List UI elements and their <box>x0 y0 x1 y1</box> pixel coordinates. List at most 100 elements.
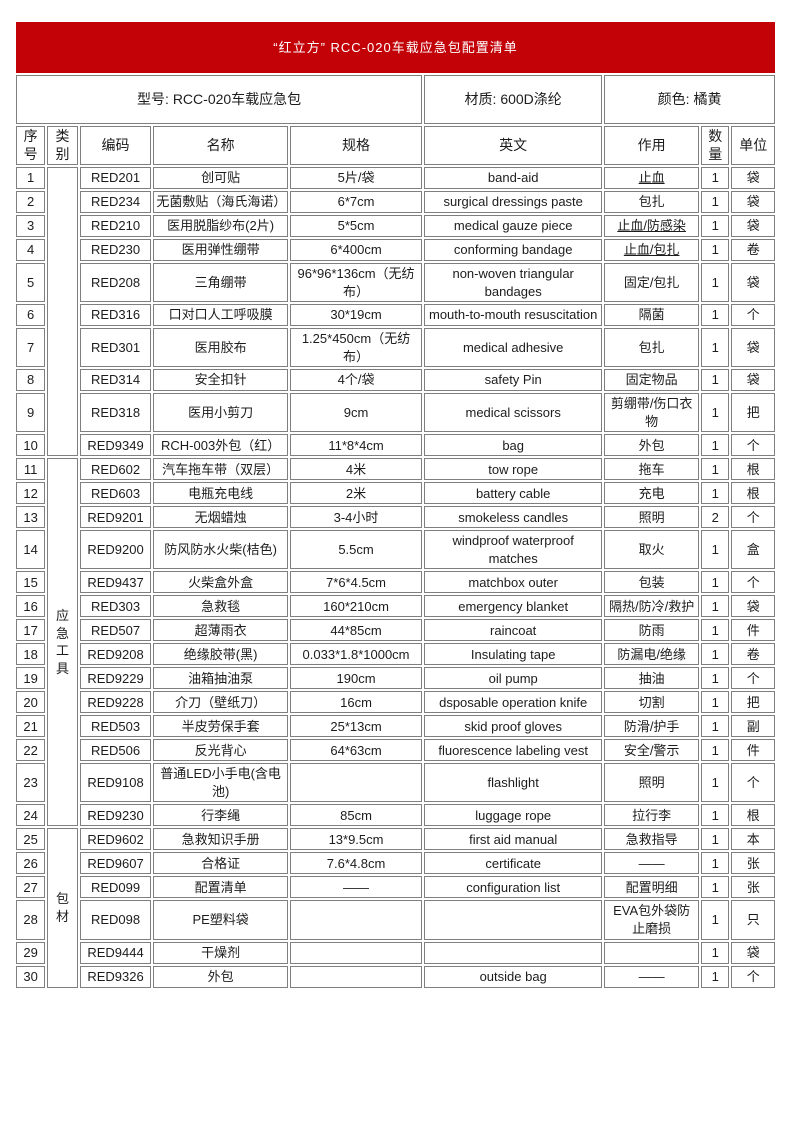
table-row: 16 RED303 急救毯 160*210cm emergency blanket 隔热/… <box>16 595 775 618</box>
spec-cell: 4米 <box>289 458 423 481</box>
unit-cell: 把 <box>731 691 775 714</box>
config-table: “红立方” RCC-020车载应急包配置清单 型号: RCC-020车载应急包 … <box>14 20 777 990</box>
function-cell: 止血 <box>604 167 700 189</box>
english-cell: certificate <box>424 852 603 875</box>
name-cell: 反光背心 <box>153 739 288 762</box>
function-cell: 充电 <box>604 482 700 505</box>
row-index-cell: 2 <box>16 191 46 213</box>
quantity-cell: 1 <box>701 328 730 368</box>
code-cell: RED9208 <box>79 643 152 666</box>
spec-cell: 3-4小时 <box>289 506 423 529</box>
table-row: 19 RED9229 油箱抽油泵 190cm oil pump 抽油 1 个 <box>16 667 775 690</box>
code-cell: RED303 <box>79 595 152 618</box>
quantity-cell: 1 <box>701 239 730 261</box>
spec-cell: 16cm <box>289 691 423 714</box>
english-cell: medical adhesive <box>424 328 603 368</box>
english-cell: raincoat <box>424 619 603 642</box>
category-cell <box>47 167 78 457</box>
english-cell: medical gauze piece <box>424 215 603 237</box>
name-cell: 干燥剂 <box>153 941 288 964</box>
col-header-spec: 规格 <box>289 126 423 165</box>
row-index-cell: 22 <box>16 739 46 762</box>
code-cell: RED602 <box>79 458 152 481</box>
name-cell: 医用脱脂纱布(2片) <box>153 215 288 237</box>
code-cell: RED9607 <box>79 852 152 875</box>
spec-cell: 85cm <box>289 804 423 827</box>
name-cell: 无烟蜡烛 <box>153 506 288 529</box>
quantity-cell: 1 <box>701 304 730 327</box>
unit-cell: 卷 <box>731 239 775 261</box>
table-row: 9 RED318 医用小剪刀 9cm medical scissors 剪绷带/伤口衣物 1… <box>16 393 775 433</box>
function-cell: 外包 <box>604 434 700 457</box>
row-index-cell: 16 <box>16 595 46 618</box>
function-cell: 抽油 <box>604 667 700 690</box>
name-cell: 安全扣针 <box>153 369 288 392</box>
quantity-cell: 1 <box>701 215 730 237</box>
name-cell: 汽车拖车带（双层） <box>153 458 288 481</box>
english-cell: skid proof gloves <box>424 715 603 738</box>
english-cell: oil pump <box>424 667 603 690</box>
row-index-cell: 13 <box>16 506 46 529</box>
spec-cell <box>289 941 423 964</box>
unit-cell: 袋 <box>731 369 775 392</box>
english-cell: luggage rope <box>424 804 603 827</box>
english-cell: battery cable <box>424 482 603 505</box>
name-cell: 无菌敷贴（海氏海诺） <box>153 191 288 213</box>
unit-cell: 卷 <box>731 643 775 666</box>
english-cell: windproof waterproof matches <box>424 530 603 570</box>
table-row: 6 RED316 口对口人工呼吸膜 30*19cm mouth-to-mouth res… <box>16 304 775 327</box>
english-cell: surgical dressings paste <box>424 191 603 213</box>
english-cell <box>424 900 603 940</box>
table-row: 13 RED9201 无烟蜡烛 3-4小时 smokeless candles 照明 2 个 <box>16 506 775 529</box>
row-index-cell: 8 <box>16 369 46 392</box>
name-cell: PE塑料袋 <box>153 900 288 940</box>
col-header-index: 序号 <box>16 126 46 165</box>
english-cell: conforming bandage <box>424 239 603 261</box>
unit-cell: 盒 <box>731 530 775 570</box>
row-index-cell: 14 <box>16 530 46 570</box>
english-cell: band-aid <box>424 167 603 189</box>
spec-cell: 4个/袋 <box>289 369 423 392</box>
spec-cell: 6*400cm <box>289 239 423 261</box>
spec-cell: 190cm <box>289 667 423 690</box>
english-cell: medical scissors <box>424 393 603 433</box>
code-cell: RED301 <box>79 328 152 368</box>
table-row: 23 RED9108 普通LED小手电(含电池) flashlight 照明 1 个 <box>16 763 775 803</box>
unit-cell: 袋 <box>731 328 775 368</box>
material-info: 材质: 600D涤纶 <box>424 75 603 124</box>
table-row: 7 RED301 医用胶布 1.25*450cm（无纺布） medical adhesi… <box>16 328 775 368</box>
function-cell: 隔热/防冷/救护 <box>604 595 700 618</box>
table-row: 12 RED603 电瓶充电线 2米 battery cable 充电 1 根 <box>16 482 775 505</box>
unit-cell: 个 <box>731 434 775 457</box>
function-cell: 包装 <box>604 571 700 594</box>
english-cell <box>424 941 603 964</box>
function-cell: 安全/警示 <box>604 739 700 762</box>
code-cell: RED503 <box>79 715 152 738</box>
spec-cell: 5片/袋 <box>289 167 423 189</box>
table-row: 18 RED9208 绝缘胶带(黑) 0.033*1.8*1000cm Insulati… <box>16 643 775 666</box>
name-cell: 合格证 <box>153 852 288 875</box>
table-row: 11 应急工具 RED602 汽车拖车带（双层） 4米 tow rope 拖车 1 根 <box>16 458 775 827</box>
row-index-cell: 27 <box>16 876 46 899</box>
code-cell: RED314 <box>79 369 152 392</box>
code-cell: RED9230 <box>79 804 152 827</box>
quantity-cell: 1 <box>701 263 730 303</box>
spec-cell: 5*5cm <box>289 215 423 237</box>
english-cell: bag <box>424 434 603 457</box>
english-cell: safety Pin <box>424 369 603 392</box>
name-cell: 急救毯 <box>153 595 288 618</box>
quantity-cell: 1 <box>701 667 730 690</box>
row-index-cell: 5 <box>16 263 46 303</box>
unit-cell: 本 <box>731 828 775 851</box>
quantity-cell: 1 <box>701 595 730 618</box>
name-cell: 电瓶充电线 <box>153 482 288 505</box>
name-cell: 超薄雨衣 <box>153 619 288 642</box>
row-index-cell: 30 <box>16 965 46 988</box>
table-row: 25 包材 RED9602 急救知识手册 13*9.5cm first aid manua… <box>16 828 775 988</box>
color-info: 颜色: 橘黄 <box>604 75 775 124</box>
spec-cell: —— <box>289 876 423 899</box>
model-info: 型号: RCC-020车载应急包 <box>16 75 423 124</box>
unit-cell: 根 <box>731 458 775 481</box>
unit-cell: 个 <box>731 965 775 988</box>
name-cell: 半皮劳保手套 <box>153 715 288 738</box>
